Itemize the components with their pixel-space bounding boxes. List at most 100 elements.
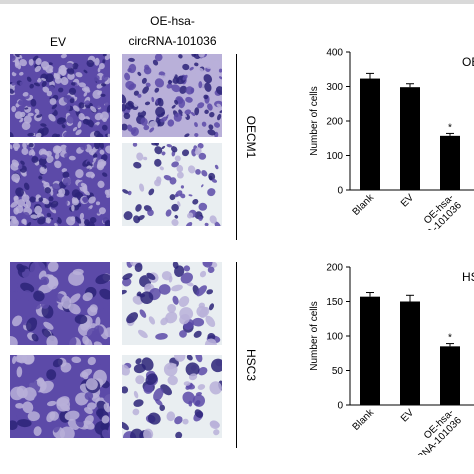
stained-cell: [106, 188, 110, 196]
stained-cell: [46, 369, 57, 380]
stained-cell: [122, 364, 130, 376]
stained-cell: [122, 386, 129, 394]
stained-cell: [45, 64, 54, 74]
column-label-oe: OE-hsa- circRNA-101036: [115, 13, 230, 49]
stained-cell: [179, 85, 187, 94]
stained-cell: [58, 87, 64, 93]
stained-cell: [85, 378, 98, 391]
stained-cell: [200, 62, 205, 67]
stained-cell: [82, 58, 87, 63]
stained-cell: [48, 62, 53, 66]
stained-cell: [135, 74, 139, 81]
stained-cell: [62, 131, 70, 137]
stained-cell: [55, 54, 60, 57]
stained-cell: [181, 149, 190, 157]
stained-cell: [72, 62, 79, 70]
stained-cell: [79, 212, 85, 220]
stained-cell: [98, 143, 105, 149]
stained-cell: [51, 183, 61, 191]
column-label-oe-line2: circRNA-101036: [128, 34, 217, 48]
stained-cell: [198, 302, 205, 309]
stained-cell: [105, 145, 110, 154]
stained-cell: [24, 107, 29, 110]
stained-cell: [63, 104, 71, 113]
stained-cell: [86, 59, 95, 68]
stained-cell: [198, 216, 203, 221]
stained-cell: [212, 60, 221, 68]
stained-cell: [36, 377, 45, 387]
stained-cell: [102, 59, 106, 64]
stained-cell: [106, 60, 110, 66]
stained-cell: [41, 180, 48, 185]
stained-cell: [85, 171, 95, 178]
stained-cell: [180, 193, 186, 199]
stained-cell: [153, 388, 164, 401]
stained-cell: [90, 105, 97, 113]
stained-cell: [27, 112, 34, 117]
stained-cell: [198, 54, 205, 58]
stained-cell: [167, 363, 177, 370]
stained-cell: [207, 266, 215, 274]
stained-cell: [10, 420, 18, 431]
stained-cell: [16, 366, 23, 378]
stained-cell: [182, 112, 188, 118]
stained-cell: [87, 402, 97, 410]
chart-title: HSC3: [462, 270, 474, 284]
stained-cell: [135, 375, 145, 385]
row-label-hsc3: HSC3: [244, 348, 258, 381]
micrograph-oecm1-ev-2: [10, 143, 110, 226]
stained-cell: [142, 86, 149, 94]
stained-cell: [178, 296, 190, 307]
stained-cell: [86, 119, 95, 128]
stained-cell: [66, 216, 76, 226]
stained-cell: [71, 82, 76, 86]
stained-cell: [204, 82, 212, 92]
stained-cell: [41, 127, 49, 136]
stained-cell: [102, 172, 108, 177]
stained-cell: [93, 341, 103, 345]
stained-cell: [148, 188, 155, 196]
stained-cell: [197, 384, 206, 390]
stained-cell: [159, 404, 166, 411]
stained-cell: [197, 143, 204, 149]
stained-cell: [30, 303, 41, 310]
stained-cell: [194, 122, 198, 128]
stained-cell: [63, 162, 70, 169]
stained-cell: [171, 146, 178, 153]
stained-cell: [194, 107, 200, 116]
stained-cell: [182, 63, 190, 71]
stained-cell: [101, 79, 106, 84]
stained-cell: [68, 155, 76, 161]
stained-cell: [205, 64, 212, 69]
stained-cell: [195, 147, 202, 155]
stained-cell: [38, 148, 47, 157]
stained-cell: [151, 143, 158, 146]
stained-cell: [133, 215, 141, 224]
stained-cell: [149, 120, 158, 129]
stained-cell: [61, 69, 67, 76]
stained-cell: [53, 196, 58, 201]
stained-cell: [45, 73, 54, 83]
stained-cell: [28, 89, 33, 95]
stained-cell: [61, 167, 68, 173]
stained-cell: [216, 86, 222, 95]
stained-cell: [122, 273, 133, 280]
stained-cell: [26, 76, 32, 82]
stained-cell: [44, 187, 52, 194]
stained-cell: [19, 71, 24, 76]
stained-cell: [21, 290, 33, 301]
stained-cell: [37, 216, 46, 225]
stained-cell: [122, 277, 132, 287]
stained-cell: [207, 332, 216, 341]
stained-cell: [59, 198, 68, 207]
stained-cell: [47, 218, 52, 223]
stained-cell: [209, 420, 220, 429]
stained-cell: [157, 97, 164, 107]
stained-cell: [94, 112, 103, 121]
stained-cell: [10, 184, 18, 189]
y-axis-label: Number of cells: [309, 301, 320, 370]
stained-cell: [99, 149, 105, 155]
stained-cell: [122, 421, 129, 431]
stained-cell: [132, 143, 138, 147]
